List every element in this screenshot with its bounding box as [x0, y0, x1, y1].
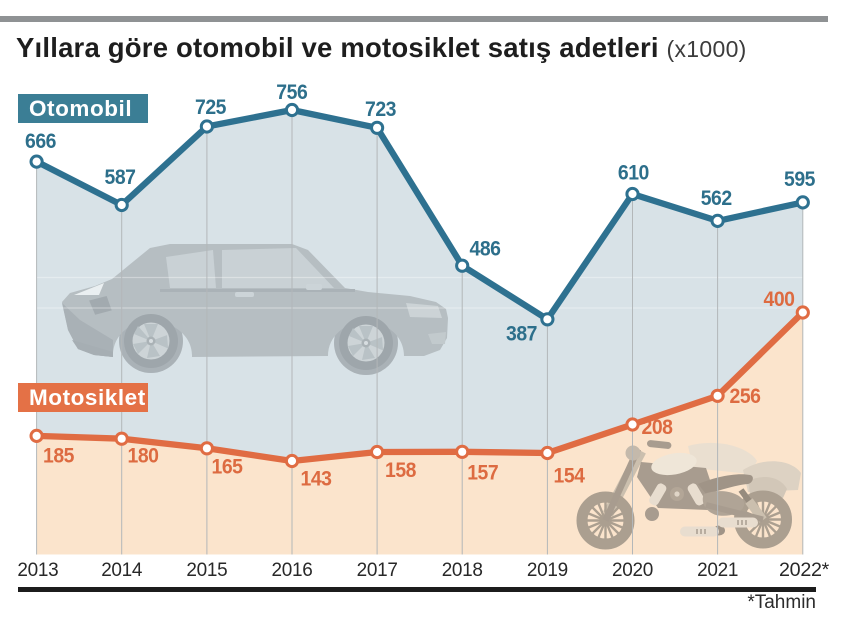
svg-text:2016: 2016 [272, 559, 313, 581]
svg-text:486: 486 [470, 238, 501, 261]
svg-text:756: 756 [276, 81, 307, 104]
svg-text:157: 157 [467, 462, 498, 485]
svg-text:2017: 2017 [357, 559, 398, 581]
svg-text:158: 158 [385, 459, 417, 482]
svg-text:2013: 2013 [17, 559, 58, 581]
svg-text:154: 154 [554, 465, 586, 488]
svg-text:256: 256 [730, 385, 761, 408]
svg-text:725: 725 [195, 96, 227, 119]
svg-text:562: 562 [701, 187, 732, 210]
svg-text:610: 610 [618, 162, 649, 185]
svg-text:2015: 2015 [186, 559, 227, 581]
svg-text:2021: 2021 [697, 559, 738, 581]
svg-text:723: 723 [365, 98, 396, 121]
svg-text:2020: 2020 [612, 559, 653, 581]
svg-text:666: 666 [25, 130, 56, 153]
svg-text:400: 400 [764, 288, 795, 311]
svg-text:595: 595 [784, 168, 816, 191]
svg-text:2022*: 2022* [779, 559, 830, 581]
svg-text:2014: 2014 [101, 559, 142, 581]
svg-text:387: 387 [506, 323, 537, 346]
svg-text:2019: 2019 [527, 559, 568, 581]
svg-text:2018: 2018 [442, 559, 483, 581]
svg-text:180: 180 [128, 445, 159, 468]
svg-text:185: 185 [43, 445, 75, 468]
svg-text:143: 143 [301, 467, 332, 490]
svg-text:165: 165 [212, 456, 244, 479]
svg-text:587: 587 [105, 166, 136, 189]
svg-text:208: 208 [642, 416, 674, 439]
